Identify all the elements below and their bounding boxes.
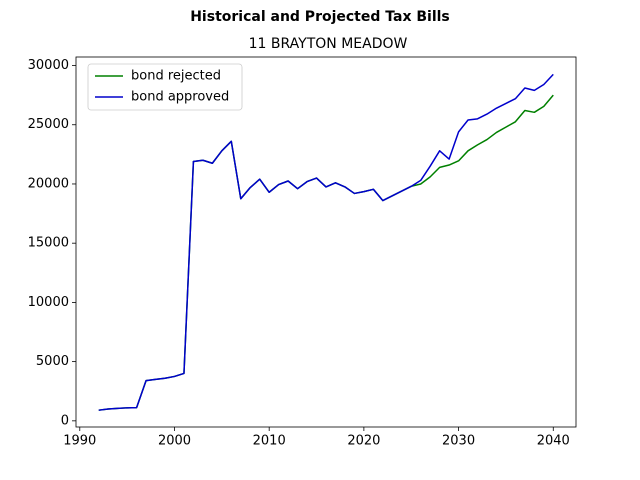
legend-label: bond rejected	[131, 69, 221, 84]
y-tick-label: 30000	[28, 58, 69, 73]
x-tick-label: 2040	[537, 434, 570, 449]
chart-subtitle: 11 BRAYTON MEADOW	[249, 36, 408, 52]
legend-label: bond approved	[131, 90, 229, 105]
legend-box	[87, 63, 243, 111]
y-tick-label: 10000	[28, 295, 69, 310]
y-tick-label: 0	[61, 413, 69, 428]
x-tick-label: 2000	[158, 434, 191, 449]
x-tick-label: 2010	[253, 434, 286, 449]
y-tick-label: 20000	[28, 176, 69, 191]
series-line	[98, 94, 554, 411]
y-tick-label: 15000	[28, 236, 69, 251]
y-tick-label: 25000	[28, 117, 69, 132]
chart-title: Historical and Projected Tax Bills	[190, 9, 450, 25]
x-tick-label: 2030	[442, 434, 475, 449]
series-line	[98, 73, 554, 411]
x-tick-label: 2020	[347, 434, 380, 449]
x-tick-label: 1990	[63, 434, 96, 449]
axes-frame	[75, 56, 577, 428]
y-tick-label: 5000	[36, 354, 69, 369]
